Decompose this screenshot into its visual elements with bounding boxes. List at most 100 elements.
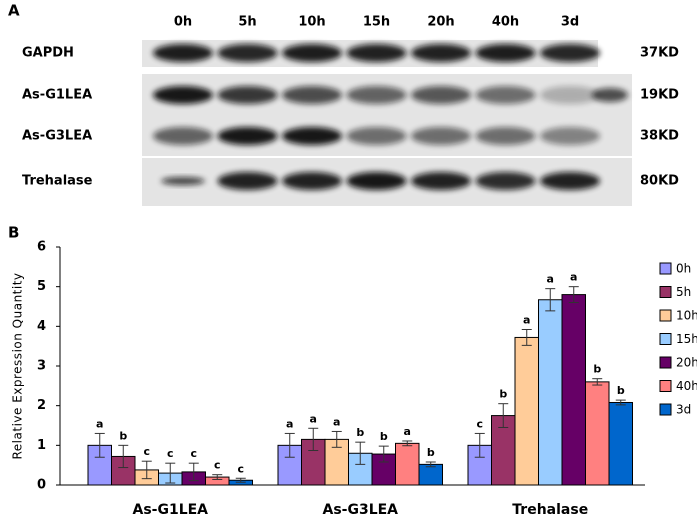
band-size: 37KD — [640, 46, 679, 61]
x-tick-label: As-G3LEA — [322, 502, 398, 518]
legend-swatch — [659, 262, 672, 275]
lane-label: 40h — [492, 15, 519, 30]
band-size: 80KD — [640, 174, 679, 189]
legend-label: 15h — [676, 332, 697, 346]
significance-label: c — [476, 417, 483, 430]
blot-band — [475, 44, 536, 62]
blot-band — [282, 44, 342, 62]
blot-band — [540, 44, 600, 62]
significance-label: a — [547, 273, 554, 286]
blot-band — [346, 127, 407, 145]
blot-band — [217, 44, 278, 62]
row-label: Trehalase — [22, 174, 93, 189]
blot-band — [540, 172, 600, 190]
lane-label: 3d — [561, 15, 579, 30]
legend-label: 3d — [676, 403, 691, 417]
y-tick-label: 2 — [37, 398, 46, 413]
blot-band — [217, 86, 278, 104]
blot-band — [153, 127, 213, 145]
legend-label: 40h — [676, 379, 697, 393]
legend-swatch — [659, 333, 672, 345]
bar — [538, 299, 563, 486]
significance-label: c — [214, 459, 221, 472]
blot-band — [153, 86, 213, 104]
legend-swatch — [659, 380, 672, 392]
row-label: GAPDH — [22, 46, 74, 61]
significance-label: b — [499, 388, 507, 401]
blot-band — [411, 127, 471, 145]
y-tick-label: 4 — [37, 319, 46, 334]
panel-label: A — [8, 2, 20, 20]
bar — [395, 442, 420, 486]
blot-band — [217, 172, 278, 190]
row-label: As-G1LEA — [22, 88, 92, 103]
y-tick-label: 5 — [37, 279, 46, 294]
y-axis-title: Relative Expression Quantity — [11, 272, 25, 459]
blot-band — [161, 177, 205, 185]
significance-label: b — [119, 429, 127, 442]
bar — [514, 336, 539, 486]
row-label: As-G3LEA — [22, 129, 92, 144]
blot-band — [282, 86, 342, 104]
significance-label: a — [523, 314, 530, 327]
blot-band — [475, 127, 536, 145]
band-size: 38KD — [640, 129, 679, 144]
significance-label: c — [190, 447, 197, 460]
blot-band — [540, 127, 600, 145]
y-tick-label: 0 — [37, 478, 46, 493]
bar — [561, 294, 586, 486]
significance-label: a — [310, 412, 317, 425]
legend-label: 0h — [676, 262, 691, 276]
lane-label: 5h — [238, 15, 256, 30]
legend-swatch — [659, 286, 672, 298]
blot-band — [282, 172, 342, 190]
blot-band — [475, 172, 536, 190]
legend-swatch — [659, 403, 672, 416]
lane-label: 10h — [298, 15, 325, 30]
blot-band — [592, 88, 628, 102]
lane-label: 0h — [174, 15, 192, 30]
significance-label: b — [593, 363, 601, 376]
significance-label: c — [167, 447, 174, 460]
blot-band — [346, 44, 407, 62]
significance-label: b — [617, 384, 625, 397]
legend-label: 20h — [676, 356, 697, 370]
x-tick-label: As-G1LEA — [132, 502, 208, 518]
x-tick-label: Trehalase — [512, 502, 588, 518]
blot-band — [346, 86, 407, 104]
significance-label: a — [570, 271, 577, 284]
blot-area — [142, 40, 632, 206]
legend-label: 5h — [676, 285, 691, 299]
blot-band — [217, 127, 278, 145]
legend-swatch — [659, 356, 672, 369]
bar — [608, 401, 633, 486]
blot-band — [411, 44, 471, 62]
bar — [418, 463, 443, 486]
panel-label: B — [8, 224, 19, 242]
blot-band — [346, 172, 407, 190]
lane-label: 15h — [363, 15, 390, 30]
significance-label: b — [427, 446, 435, 459]
band-size: 19KD — [640, 88, 679, 103]
blot-band — [153, 44, 213, 62]
blot-band — [282, 127, 342, 145]
lane-label: 20h — [427, 15, 454, 30]
significance-label: c — [143, 445, 150, 458]
blot-band — [540, 86, 600, 104]
y-tick-label: 1 — [37, 438, 46, 453]
significance-label: b — [356, 426, 364, 439]
significance-label: c — [237, 462, 244, 475]
blot-band — [411, 172, 471, 190]
significance-label: a — [286, 417, 293, 430]
significance-label: b — [380, 430, 388, 443]
blot-band — [475, 86, 536, 104]
y-tick-label: 3 — [37, 359, 46, 374]
legend-label: 10h — [676, 309, 697, 323]
blot-band — [411, 86, 471, 104]
significance-label: a — [404, 425, 411, 438]
significance-label: a — [333, 415, 340, 428]
significance-label: a — [96, 417, 103, 430]
y-tick-label: 6 — [37, 240, 46, 255]
legend-swatch — [659, 309, 672, 322]
